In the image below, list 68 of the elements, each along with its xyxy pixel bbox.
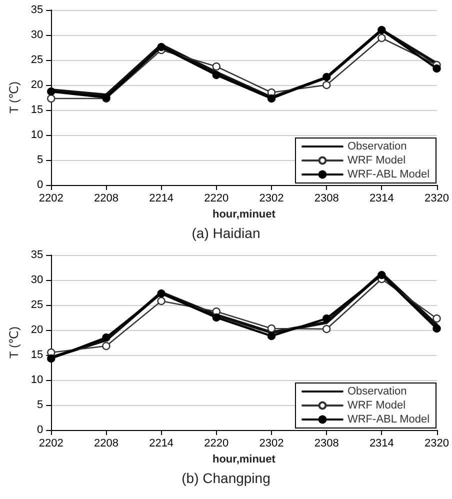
x-tick-label: 2220 [204,192,229,204]
point [212,313,221,322]
x-tick-label: 2302 [259,192,284,204]
text: (a) Haidian [192,225,260,241]
point [157,42,166,52]
point [157,289,166,298]
point [432,324,441,333]
point [47,94,56,103]
y-tick-label: 35 [30,249,44,261]
point [378,270,386,280]
x-tick-label: 2314 [369,192,394,204]
point [378,34,386,42]
x-tick-label: 2302 [259,438,284,450]
point [322,324,331,334]
y-tick-label: 20 [30,79,44,91]
legend-label: WRF-ABL Model [347,414,430,426]
y-tick-label: 5 [37,399,44,411]
y-axis-title: T (℃) [7,82,21,114]
point [432,64,441,73]
point [267,324,276,333]
y-tick-label: 35 [30,4,44,16]
point [322,72,331,82]
legend-label: WRF Model [347,154,406,166]
x-tick-label: 2320 [424,192,450,204]
y-tick-label: 25 [30,299,44,311]
point [212,70,221,80]
x-tick-label: 2214 [149,192,174,204]
x-tick-label: 2208 [94,438,118,450]
y-tick-label: 30 [30,274,44,286]
point [102,333,110,342]
y-tick-label: 20 [30,324,44,336]
point [378,26,386,34]
point [157,296,166,306]
y-tick-label: 0 [37,179,44,191]
point [47,354,56,363]
y-tick-label: 5 [37,154,44,166]
x-tick-label: 2308 [314,192,339,204]
y-tick-label: 15 [30,104,44,116]
x-axis-title: hour,minuet [212,454,276,466]
legend-label: Observation [347,386,407,398]
legend-label: WRF-ABL Model [347,168,430,180]
y-tick-label: 10 [30,374,44,386]
x-tick-label: 2202 [38,438,64,450]
point [322,80,331,90]
y-tick-label: 30 [30,29,44,41]
x-tick-label: 2202 [38,192,64,204]
point [212,62,221,71]
y-tick-label: 25 [30,54,44,66]
point [432,314,441,323]
point [47,87,56,96]
point [267,332,276,340]
legend-label: Observation [347,140,407,152]
point [322,314,331,323]
y-tick-label: 15 [30,349,44,361]
x-tick-label: 2308 [314,438,339,450]
y-tick-label: 10 [30,129,44,141]
y-tick-label: 0 [37,424,44,436]
y-axis-title: T (℃) [7,326,21,358]
x-tick-label: 2214 [149,438,174,450]
x-tick-label: 2314 [369,438,394,450]
x-tick-label: 2220 [204,438,229,450]
text: (b) Changping [182,470,270,486]
point [102,342,110,350]
x-tick-label: 2320 [424,438,450,450]
legend-label: WRF Model [347,400,406,412]
x-tick-label: 2208 [94,192,118,204]
x-axis-title: hour,minuet [212,208,276,220]
point [267,94,276,103]
